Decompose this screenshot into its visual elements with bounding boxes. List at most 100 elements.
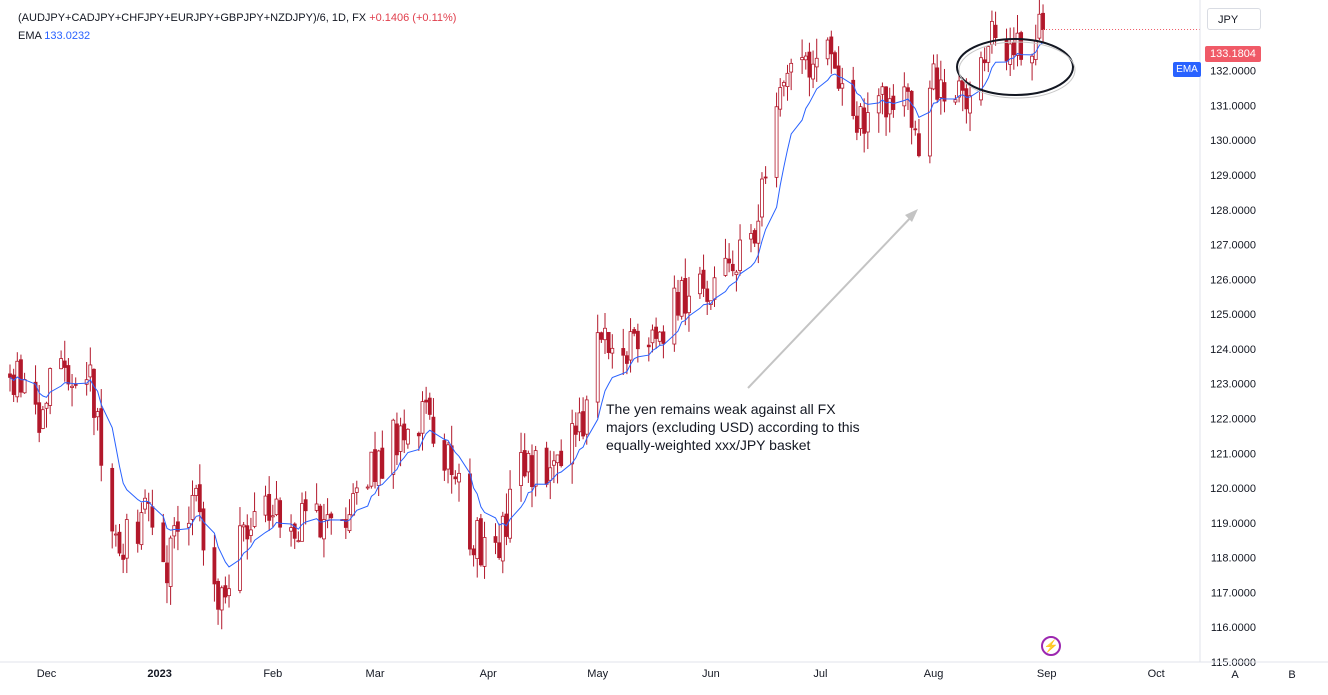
- candle-body: [402, 423, 407, 441]
- candle-body: [909, 90, 914, 128]
- candle-body: [99, 408, 104, 466]
- candle-body: [646, 344, 651, 348]
- candle-body: [223, 585, 228, 598]
- candle-body: [11, 374, 16, 395]
- candle-body: [216, 580, 220, 610]
- candle-body: [391, 419, 396, 475]
- x-tick-label: Dec: [37, 668, 57, 680]
- lightning-icon[interactable]: ⚡: [1041, 636, 1061, 656]
- candle-body: [113, 533, 118, 536]
- y-tick-label: 115.0000: [1211, 657, 1256, 669]
- candle-body: [760, 178, 764, 218]
- candle-body: [15, 360, 20, 398]
- annotation-arrow[interactable]: [747, 213, 915, 389]
- candle-body: [95, 411, 100, 418]
- candle-body: [603, 327, 607, 341]
- candle-body: [354, 487, 359, 493]
- symbol-legend: (AUDJPY+CADJPY+CHFJPY+EURJPY+GBPJPY+NZDJ…: [18, 12, 456, 24]
- candle-body: [351, 493, 356, 516]
- candle-body: [117, 531, 122, 554]
- candle-body: [676, 291, 680, 316]
- y-tick-label: 120.0000: [1210, 483, 1256, 495]
- candle-body: [121, 554, 126, 560]
- candle-body: [785, 72, 790, 88]
- candle-body: [143, 497, 147, 510]
- x-tick-label: Apr: [480, 668, 497, 680]
- candle-body: [781, 82, 786, 87]
- candle-body: [194, 487, 199, 496]
- annotation-text: The yen remains weak against all FX majo…: [606, 401, 860, 453]
- candle-body: [124, 519, 129, 559]
- candle-body: [1011, 42, 1016, 56]
- annotation-arrowhead: [905, 209, 918, 222]
- price-axis-bg[interactable]: [1200, 0, 1328, 662]
- candle-body: [263, 495, 268, 516]
- highlight-ellipse[interactable]: [956, 38, 1074, 96]
- y-tick-label: 118.0000: [1211, 553, 1256, 565]
- candle-body: [300, 503, 304, 542]
- candle-body: [303, 499, 308, 512]
- candle-body: [654, 326, 659, 339]
- candle-body: [854, 115, 859, 133]
- candle-body: [913, 128, 918, 131]
- candle-body: [942, 82, 947, 102]
- candle-body: [577, 412, 582, 433]
- auto-scale-button[interactable]: A: [1231, 669, 1239, 681]
- candle-body: [865, 112, 870, 133]
- y-tick-label: 125.0000: [1210, 309, 1256, 321]
- candle-body: [1041, 12, 1045, 30]
- candle-body: [657, 331, 662, 342]
- candle-body: [935, 67, 940, 100]
- candles: [8, 0, 1200, 630]
- y-tick-label: 126.0000: [1210, 274, 1256, 286]
- candle-body: [650, 329, 655, 344]
- y-tick-label: 119.0000: [1211, 518, 1256, 530]
- candle-body: [88, 364, 93, 378]
- candle-body: [201, 508, 206, 551]
- candle-body: [683, 278, 688, 314]
- candle-body: [982, 59, 987, 64]
- candle-body: [314, 503, 319, 511]
- y-tick-label: 130.0000: [1210, 135, 1256, 147]
- candle-body: [559, 450, 564, 467]
- candle-body: [906, 87, 910, 92]
- b-button[interactable]: B: [1288, 669, 1296, 681]
- candle-body: [986, 46, 991, 63]
- candle-body: [416, 432, 421, 437]
- x-tick-label: Oct: [1148, 668, 1165, 680]
- y-tick-label: 131.0000: [1210, 100, 1256, 112]
- candle-body: [478, 518, 483, 566]
- candle-body: [475, 520, 480, 560]
- candle-body: [431, 416, 436, 444]
- candle-body: [749, 233, 753, 240]
- candle-body: [373, 449, 377, 482]
- candle-body: [803, 55, 808, 61]
- y-tick-label: 121.0000: [1210, 448, 1256, 460]
- x-tick-label: Feb: [263, 668, 282, 680]
- candle-body: [168, 537, 173, 587]
- candle-body: [774, 106, 779, 178]
- currency-button[interactable]: JPY: [1207, 8, 1261, 30]
- y-tick-label: 123.0000: [1210, 379, 1256, 391]
- candle-body: [329, 513, 334, 519]
- candle-body: [62, 360, 67, 368]
- candle-body: [880, 86, 885, 95]
- candle-body: [347, 514, 352, 532]
- candle-body: [468, 473, 472, 550]
- ema-legend: EMA 133.0232: [18, 30, 90, 42]
- candle-body: [274, 498, 279, 516]
- candle-body: [482, 537, 487, 567]
- candle-body: [993, 24, 998, 39]
- candle-body: [176, 521, 180, 532]
- highlight-ellipse-shadow: [958, 41, 1076, 99]
- candle-body: [862, 107, 867, 134]
- candle-body: [858, 106, 863, 130]
- candle-body: [763, 176, 768, 179]
- candle-body: [398, 425, 403, 452]
- candle-body: [420, 401, 425, 434]
- candle-body: [22, 379, 27, 394]
- ema-legend-value: 133.0232: [44, 30, 91, 42]
- candle-body: [606, 331, 611, 353]
- candle-body: [595, 332, 600, 403]
